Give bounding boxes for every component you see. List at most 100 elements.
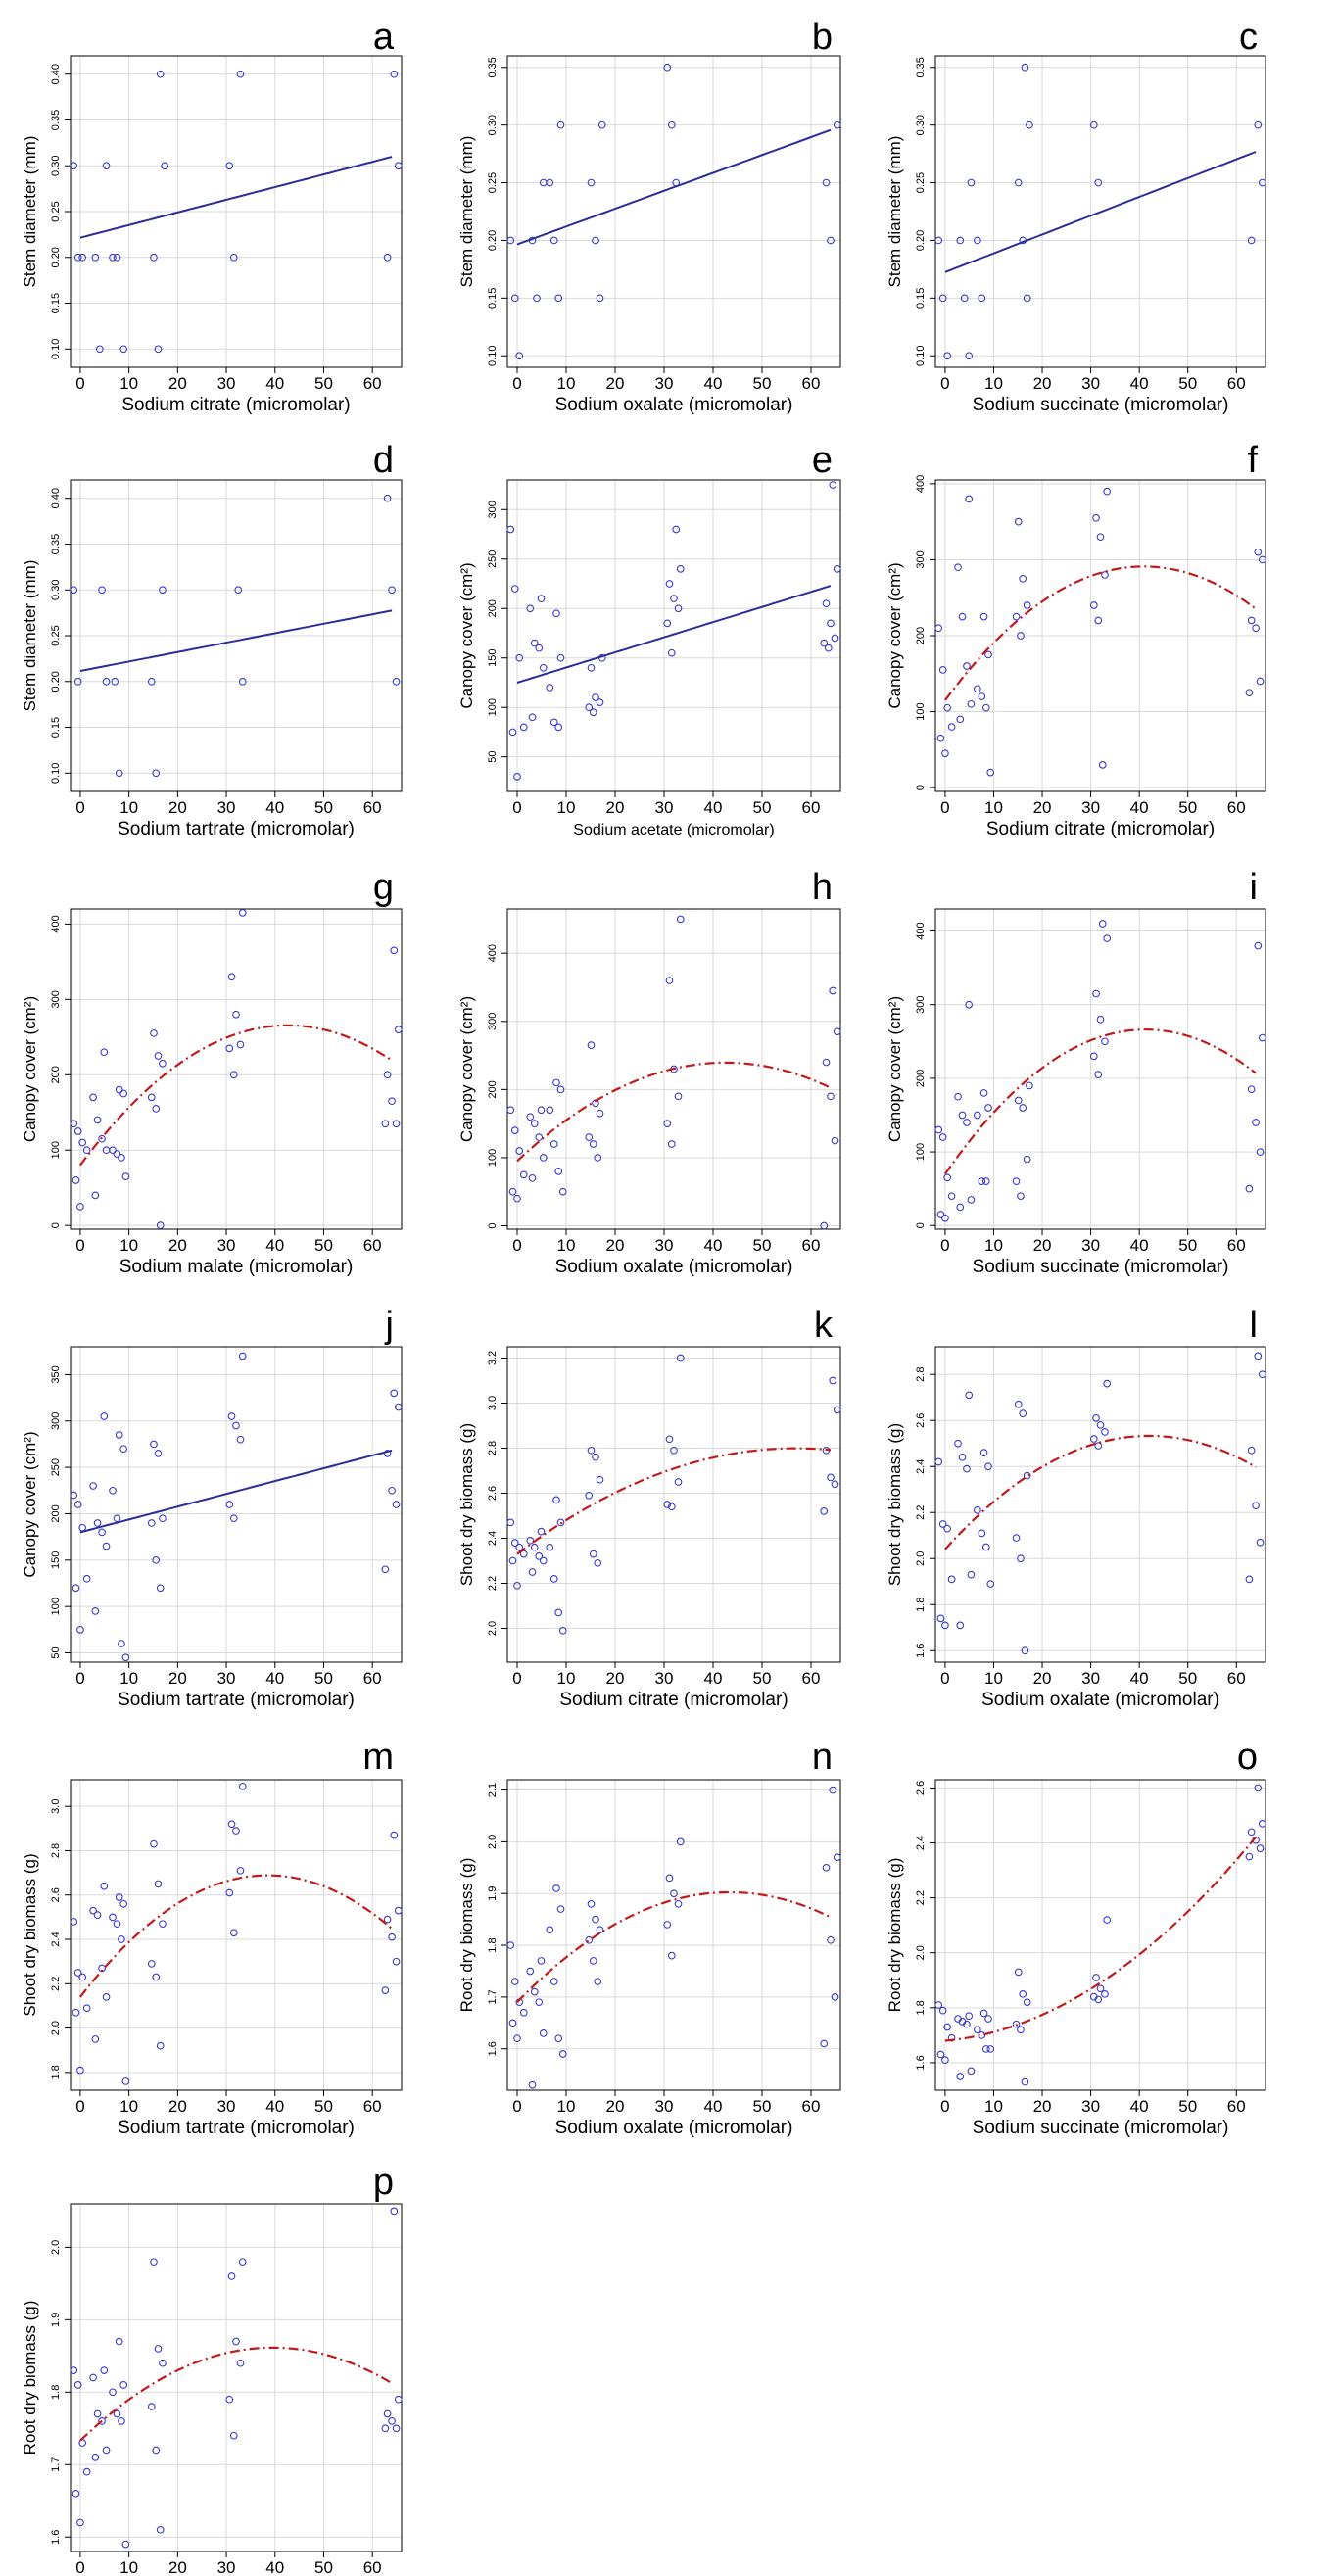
x-tick-label: 60 [802, 1236, 821, 1255]
quadratic-fit-curve [79, 1874, 393, 1998]
data-point [597, 120, 606, 129]
data-point [225, 1044, 234, 1053]
x-tick-label: 30 [655, 2097, 674, 2116]
y-tick-label: 1.6 [915, 1644, 927, 1658]
data-point [76, 2518, 84, 2527]
data-point [556, 1905, 565, 1913]
data-point [936, 1211, 945, 1218]
data-point [388, 2417, 396, 2425]
x-tick-label: 50 [753, 374, 772, 393]
data-point [70, 2366, 78, 2374]
data-point [152, 1973, 161, 1981]
x-tick-label: 20 [1033, 1669, 1052, 1688]
quadratic-fit-curve [516, 1061, 832, 1163]
y-axis-label: Canopy cover (cm²) [21, 996, 39, 1142]
panel-letter: e [812, 440, 833, 481]
quadratic-fit-curve [944, 565, 1257, 701]
x-tick-label: 10 [119, 1236, 138, 1255]
data-point [1092, 513, 1100, 522]
data-point [967, 2067, 976, 2075]
data-point [554, 723, 563, 732]
y-tick-label: 2.4 [50, 1932, 62, 1946]
y-tick-label: 0 [915, 785, 927, 790]
data-point [1023, 1998, 1031, 2007]
data-point [72, 2008, 80, 2017]
data-point [1254, 1784, 1263, 1792]
data-point [833, 120, 841, 129]
data-point [528, 713, 537, 722]
data-point [934, 624, 943, 633]
y-axis-label: Stem diameter (mm) [457, 136, 476, 288]
data-point [535, 1998, 544, 2007]
y-tick-label: 200 [487, 599, 499, 617]
plot-area-frame [70, 1346, 403, 1663]
x-tick-label: 30 [217, 1236, 236, 1255]
data-point [663, 1921, 672, 1929]
data-point [965, 1000, 974, 1009]
data-point [596, 1475, 604, 1484]
data-point [70, 586, 78, 595]
y-tick-label: 300 [50, 990, 62, 1008]
data-point [537, 1957, 546, 1965]
y-axis-label: Shoot dry biomass (g) [885, 1423, 904, 1586]
data-point [388, 1932, 396, 1941]
panel-m: 0 10 20 30 40 50 60 1.8 2.0 2.2 2.4 2.6 2.8 3.0 Sodium… [21, 1737, 403, 2138]
data-point [978, 692, 986, 700]
data-point [943, 1173, 951, 1182]
data-point [827, 1092, 835, 1101]
data-point [394, 1403, 403, 1411]
data-point [938, 2006, 947, 2015]
panel-letter: h [812, 867, 833, 908]
panel-letter: g [373, 867, 394, 908]
y-tick-label: 0.15 [50, 717, 62, 738]
plot-area-frame [934, 908, 1266, 1230]
data-point [667, 1140, 676, 1148]
y-tick-label: 250 [487, 550, 499, 568]
data-point [1103, 934, 1112, 942]
y-tick-label: 3.0 [50, 1799, 62, 1814]
x-tick-label: 40 [1130, 1236, 1149, 1255]
data-point [147, 1519, 156, 1527]
data-point [552, 1078, 560, 1087]
x-axis-label: Sodium oxalate (micromolar) [555, 395, 793, 415]
data-point [963, 1119, 971, 1126]
data-point [587, 178, 596, 187]
data-point [225, 1888, 234, 1897]
data-point [232, 1827, 240, 1835]
data-point [537, 595, 546, 602]
data-point [665, 1874, 674, 1883]
data-point [822, 1863, 831, 1872]
data-point [1258, 178, 1266, 187]
data-point [150, 2258, 158, 2266]
y-tick-label: 0.20 [50, 247, 62, 267]
x-axis-label: Sodium succinate (micromolar) [973, 1257, 1229, 1277]
data-point [394, 1026, 403, 1033]
data-point [150, 1839, 158, 1848]
panel-e: 0 10 20 30 40 50 60 50 100 150 200 250 300 Sodium ace… [457, 440, 841, 838]
x-tick-label: 10 [984, 798, 1003, 817]
x-axis-label: Sodium acetate (micromolar) [573, 822, 774, 838]
data-point [954, 1439, 962, 1448]
panel-letter: a [373, 17, 395, 58]
data-point [1096, 1015, 1105, 1024]
data-point [152, 1555, 161, 1564]
y-tick-label: 0.35 [487, 57, 499, 77]
data-point [1247, 1446, 1256, 1455]
data-point [833, 1853, 841, 1862]
data-point [528, 2080, 537, 2089]
quadratic-fit-curve [79, 1024, 393, 1167]
data-point [596, 294, 604, 303]
data-point [1256, 1538, 1265, 1547]
data-point [159, 1514, 167, 1523]
x-tick-label: 30 [1081, 1669, 1100, 1688]
x-tick-label: 0 [75, 2097, 84, 2116]
panel-k: 0 10 20 30 40 50 60 2.0 2.2 2.4 2.6 2.8 3.0 3.2 Sodium… [457, 1305, 841, 1710]
data-point [236, 70, 245, 78]
x-tick-label: 10 [119, 2097, 138, 2116]
y-tick-label: 1.6 [487, 2041, 499, 2056]
data-point [546, 684, 554, 692]
data-point [1245, 689, 1254, 697]
data-point [943, 2023, 951, 2031]
x-tick-label: 50 [314, 798, 333, 817]
panel-letter: d [373, 440, 394, 481]
